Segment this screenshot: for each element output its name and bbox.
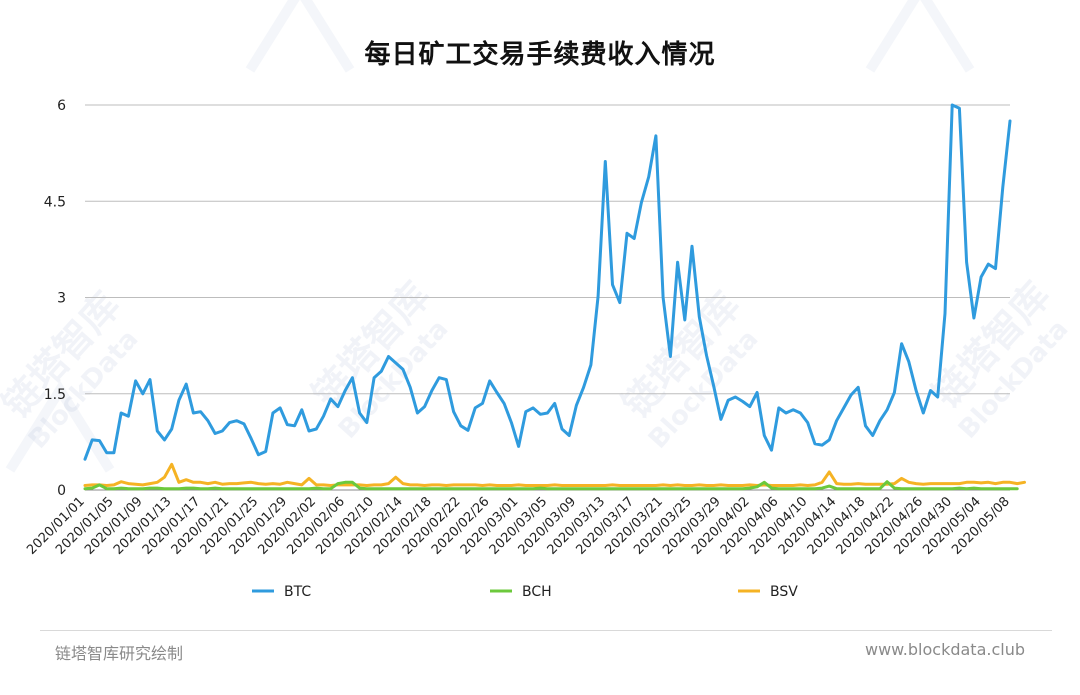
y-tick-label: 0 (57, 483, 66, 499)
legend-label-bch: BCH (522, 584, 552, 600)
series-line-btc (83, 103, 1012, 461)
footer-divider (40, 630, 1052, 631)
y-tick-label: 1.5 (44, 387, 66, 403)
legend-label-btc: BTC (284, 584, 311, 600)
legend-label-bsv: BSV (770, 584, 798, 600)
y-tick-label: 3 (57, 291, 66, 307)
line-chart: 01.534.562020/01/012020/01/052020/01/092… (24, 98, 1026, 600)
y-tick-label: 4.5 (44, 194, 66, 210)
y-tick-label: 6 (57, 98, 66, 114)
series-line-bch (83, 480, 1019, 491)
chart-title: 每日矿工交易手续费收入情况 (364, 40, 716, 70)
footer-website[interactable]: www.blockdata.club (865, 640, 1025, 659)
footer-credit: 链塔智库研究绘制 (55, 644, 184, 663)
series-line-bsv (83, 462, 1026, 487)
